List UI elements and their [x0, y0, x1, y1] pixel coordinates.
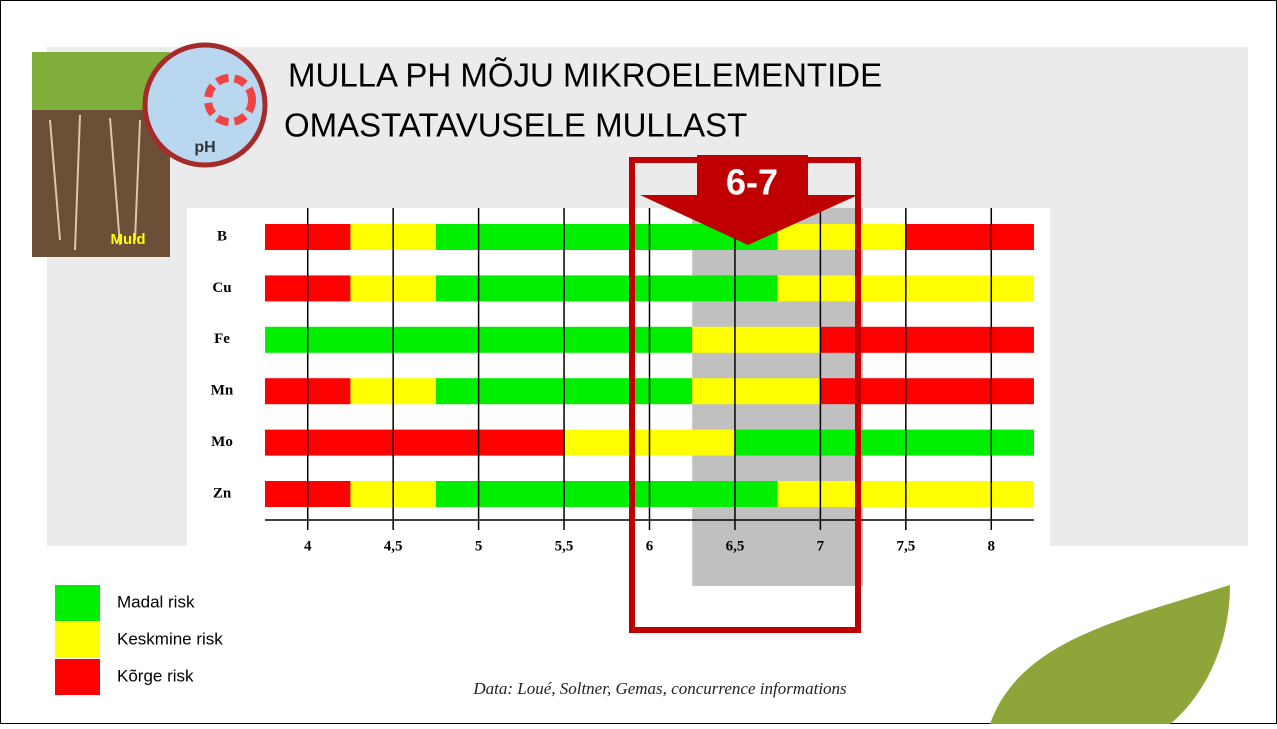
- title-line: OMASTATAVUSELE MULLAST: [284, 107, 747, 144]
- risk-segment: [436, 481, 778, 507]
- risk-segment: [778, 224, 906, 250]
- risk-segment: [692, 378, 820, 404]
- category-label: Cu: [212, 280, 231, 296]
- badge-label: pH: [194, 139, 215, 156]
- x-tick-label: 7: [817, 538, 825, 554]
- legend-swatch: [55, 585, 100, 621]
- x-tick-label: 4,5: [384, 538, 403, 554]
- x-tick-label: 5: [475, 538, 483, 554]
- x-tick-label: 5,5: [555, 538, 574, 554]
- title-line: MULLA PH MÕJU MIKROELEMENTIDE: [288, 57, 882, 94]
- category-label: Fe: [214, 331, 230, 347]
- legend-swatch: [55, 622, 100, 658]
- slide: Muld pH MULLA PH MÕJU MIKROELEMENTIDE OM…: [0, 0, 1277, 724]
- risk-segment: [820, 327, 1034, 353]
- legend-label: Keskmine risk: [117, 629, 223, 648]
- x-tick-label: 6: [646, 538, 654, 554]
- risk-segment: [735, 430, 1034, 456]
- category-label: B: [217, 228, 227, 244]
- category-label: Zn: [213, 485, 232, 501]
- x-tick-label: 7,5: [896, 538, 915, 554]
- highlight-label: 6-7: [726, 162, 778, 203]
- x-tick-label: 6,5: [726, 538, 745, 554]
- risk-segment: [436, 275, 778, 301]
- legend-swatch: [55, 659, 100, 695]
- risk-segment: [692, 327, 820, 353]
- risk-segment: [265, 430, 564, 456]
- x-tick-label: 8: [988, 538, 996, 554]
- legend-label: Madal risk: [117, 592, 195, 611]
- source: Data: Loué, Soltner, Gemas, concurrence …: [472, 679, 847, 698]
- ph-badge: pH: [145, 45, 265, 165]
- image-label: Muld: [111, 231, 146, 248]
- risk-segment: [820, 378, 1034, 404]
- x-tick-label: 4: [304, 538, 312, 554]
- risk-segment: [906, 224, 1034, 250]
- legend-label: Kõrge risk: [117, 666, 194, 685]
- category-label: Mo: [211, 434, 233, 450]
- category-label: Mn: [211, 383, 234, 399]
